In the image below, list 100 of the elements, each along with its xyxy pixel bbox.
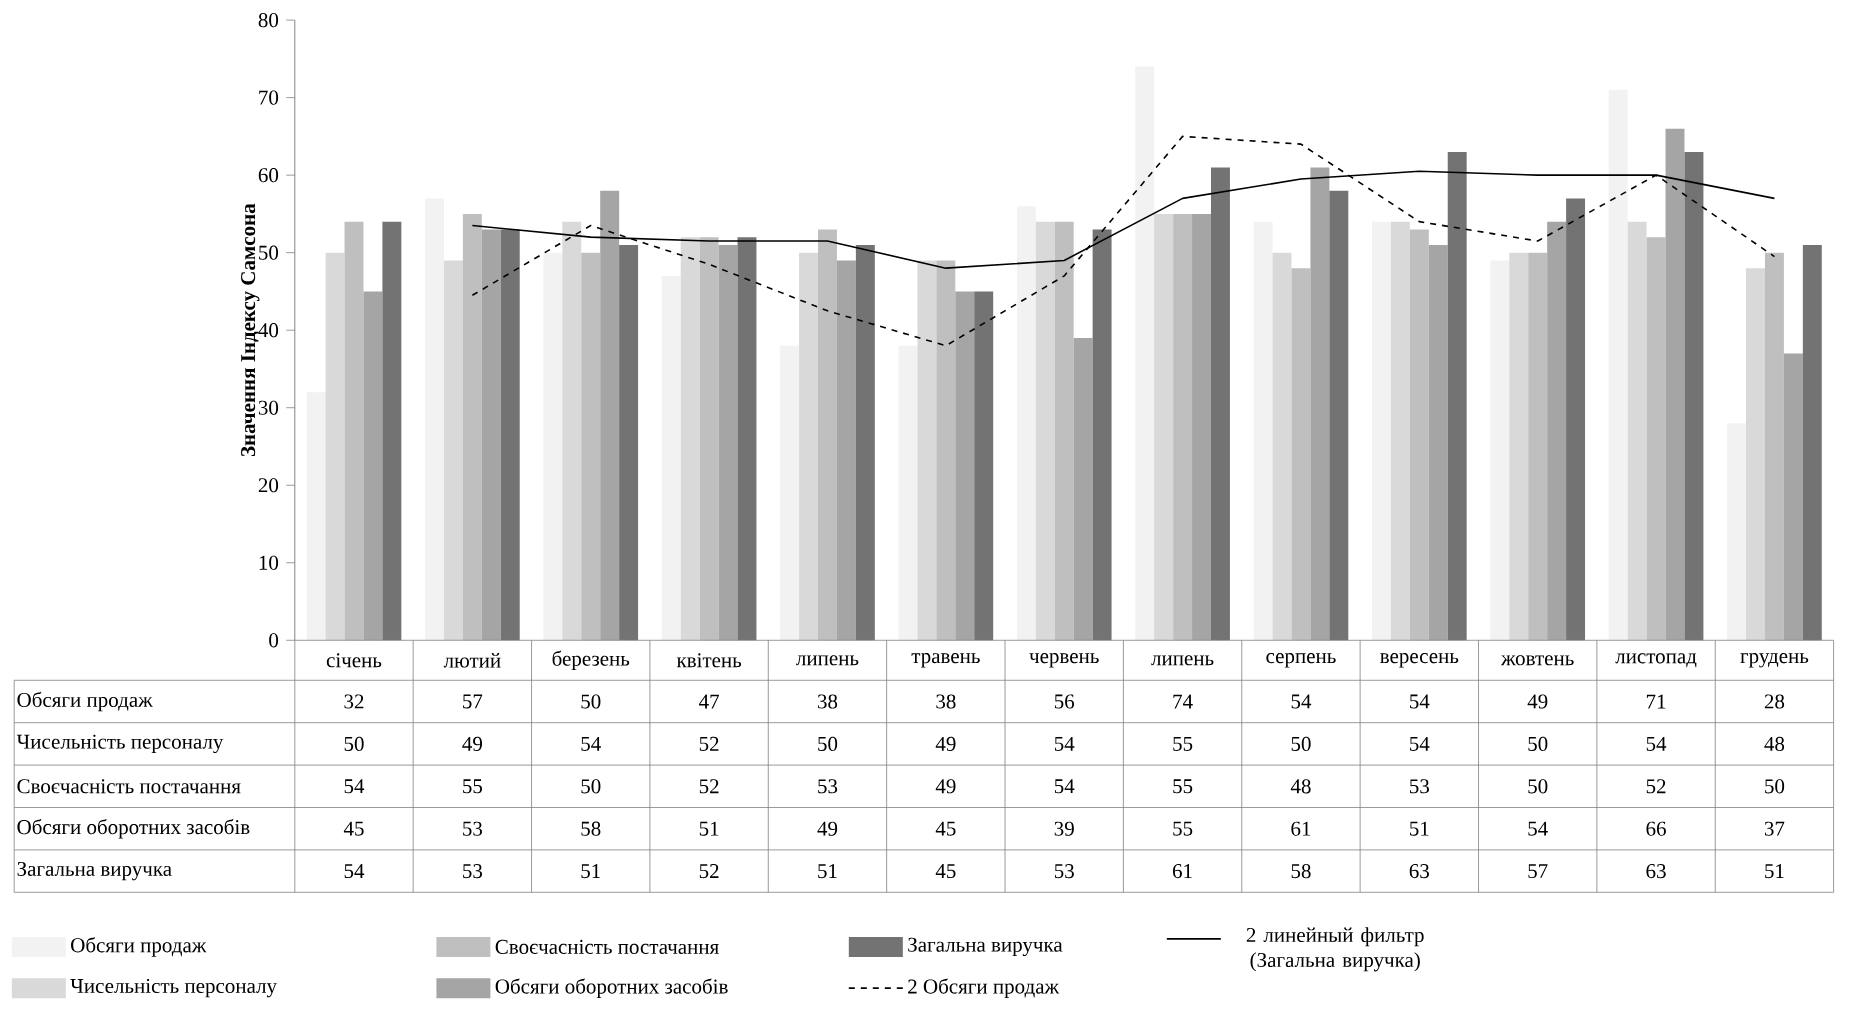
data-label: 63 xyxy=(1409,864,1429,879)
x-tick-label: травень xyxy=(911,653,980,668)
x-tick-label: жовтень xyxy=(1501,655,1574,666)
x-tick-label: січень xyxy=(326,653,382,668)
bar xyxy=(1073,338,1093,641)
data-label: 58 xyxy=(1291,864,1311,879)
data-label: 61 xyxy=(1172,864,1192,879)
data-label: 50 xyxy=(1765,779,1785,794)
bar xyxy=(680,237,700,641)
bar xyxy=(1035,221,1055,641)
data-label: 54 xyxy=(581,737,601,752)
data-label: 47 xyxy=(699,694,719,709)
legend-label: Чисельність персоналу xyxy=(70,979,277,998)
bar xyxy=(619,245,639,641)
bar xyxy=(325,252,345,641)
bar xyxy=(1291,268,1311,641)
bar xyxy=(1665,128,1685,641)
bar xyxy=(1566,198,1586,641)
data-label: 53 xyxy=(818,779,838,794)
legend-label: Обсяги продаж xyxy=(71,937,207,957)
data-label: 71 xyxy=(1646,694,1666,709)
bar xyxy=(955,291,975,641)
y-tick-label: 50 xyxy=(259,245,279,260)
data-label: 53 xyxy=(463,864,483,879)
data-label: 32 xyxy=(344,694,364,709)
data-label: 48 xyxy=(1290,779,1311,794)
data-label: 52 xyxy=(699,737,719,752)
bar xyxy=(1646,237,1666,641)
data-label: 53 xyxy=(1054,864,1074,879)
bar xyxy=(974,291,994,641)
data-label: 57 xyxy=(1528,864,1548,879)
bar xyxy=(1154,214,1174,641)
x-tick-label: червень xyxy=(1029,653,1099,668)
data-label: 50 xyxy=(1528,779,1548,794)
y-tick-label: 30 xyxy=(258,400,279,416)
data-label: 54 xyxy=(1291,694,1312,709)
data-label: 48 xyxy=(1764,737,1785,752)
data-label: 50 xyxy=(581,779,601,794)
data-label: 50 xyxy=(818,737,838,752)
bar xyxy=(1272,252,1292,641)
legend-label: Обсяги оборотних засобів xyxy=(495,978,728,999)
bar xyxy=(1428,245,1448,641)
text: Обсяги продаж xyxy=(17,691,153,712)
bar xyxy=(543,252,563,641)
data-label: 51 xyxy=(1765,864,1784,879)
bar xyxy=(462,214,482,641)
data-label: 55 xyxy=(1173,737,1193,752)
data-label: 55 xyxy=(1173,779,1193,794)
bar xyxy=(1329,190,1349,641)
bar xyxy=(836,260,856,641)
data-label: 63 xyxy=(1646,864,1666,879)
data-label: 54 xyxy=(344,779,365,794)
data-label: 28 xyxy=(1764,694,1785,709)
bar xyxy=(917,260,937,641)
data-label: 74 xyxy=(1173,694,1193,709)
bar xyxy=(481,229,501,641)
bar xyxy=(1371,221,1391,641)
bar xyxy=(382,221,402,641)
data-label: 51 xyxy=(1410,821,1429,836)
bar xyxy=(1764,252,1784,641)
bar xyxy=(1192,214,1211,641)
data-label: 55 xyxy=(1173,821,1193,836)
bar xyxy=(363,291,383,641)
data-label: 50 xyxy=(344,737,364,752)
data-label: 51 xyxy=(818,864,837,879)
bar xyxy=(1210,167,1230,641)
bar xyxy=(1627,221,1647,641)
legend-label: 2 Обсяги продаж xyxy=(908,978,1060,999)
x-tick-label: вересень xyxy=(1380,653,1459,668)
data-label: 45 xyxy=(343,821,364,836)
data-label: 51 xyxy=(699,821,719,836)
data-label: 56 xyxy=(1054,694,1075,709)
bar xyxy=(1135,66,1155,641)
text: Своєчасність постачання xyxy=(17,779,241,794)
bar xyxy=(344,221,364,641)
x-tick-label: листопад xyxy=(1615,653,1697,668)
bar xyxy=(898,345,918,641)
data-label: 54 xyxy=(1528,821,1548,836)
data-label: 54 xyxy=(344,864,365,879)
bar xyxy=(1390,221,1410,641)
bar xyxy=(1608,90,1628,641)
x-tick-label: лютий xyxy=(443,653,501,668)
data-label: 49 xyxy=(935,737,956,752)
bar xyxy=(1016,206,1036,641)
y-tick-label: 40 xyxy=(258,323,279,338)
data-label: 50 xyxy=(1291,737,1311,752)
x-tick-label: березень xyxy=(552,650,630,671)
x-tick-label: липень xyxy=(796,655,859,666)
y-tick-label: 10 xyxy=(259,555,279,571)
data-label: 52 xyxy=(1646,779,1666,794)
data-label: 53 xyxy=(463,821,483,836)
legend-label: 2 линейный фильтр (Загальна виручка) xyxy=(1246,927,1424,972)
legend-label: Своєчасність постачання xyxy=(495,940,719,955)
data-label: 52 xyxy=(699,779,719,794)
data-label: 39 xyxy=(1054,821,1074,836)
x-tick-label: грудень xyxy=(1740,653,1809,668)
bar xyxy=(1490,260,1510,641)
data-label: 50 xyxy=(581,694,601,709)
bar xyxy=(1783,353,1803,641)
bar xyxy=(425,198,444,641)
